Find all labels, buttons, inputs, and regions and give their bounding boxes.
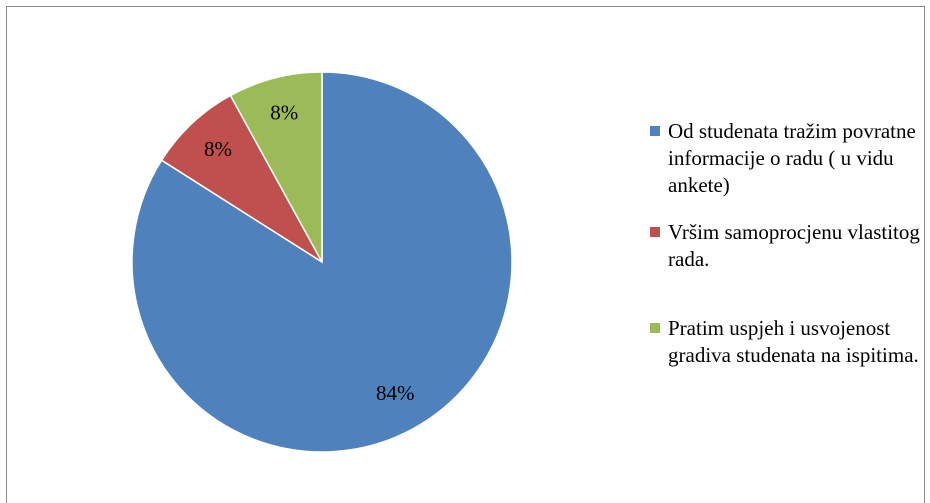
data-label: 84%: [376, 381, 415, 405]
legend-swatch: [650, 126, 660, 136]
pie-slice: [229, 71, 323, 263]
data-label: 8%: [204, 137, 232, 161]
data-label: 8%: [270, 101, 298, 125]
legend-item: Pratim uspjeh i usvojenost gradiva stude…: [650, 315, 928, 369]
legend-item: Od studenata tražim povratne informacije…: [650, 118, 928, 199]
legend-label: Od studenata tražim povratne informacije…: [668, 119, 916, 197]
legend-label: Vršim samoprocjenu vlastitog rada.: [668, 220, 920, 271]
legend-swatch: [650, 227, 660, 237]
chart-border: [6, 6, 925, 503]
pie-slice: [160, 94, 323, 263]
legend-item: Vršim samoprocjenu vlastitog rada.: [650, 219, 928, 273]
legend-swatch: [650, 323, 660, 333]
legend-label: Pratim uspjeh i usvojenost gradiva stude…: [668, 316, 919, 367]
